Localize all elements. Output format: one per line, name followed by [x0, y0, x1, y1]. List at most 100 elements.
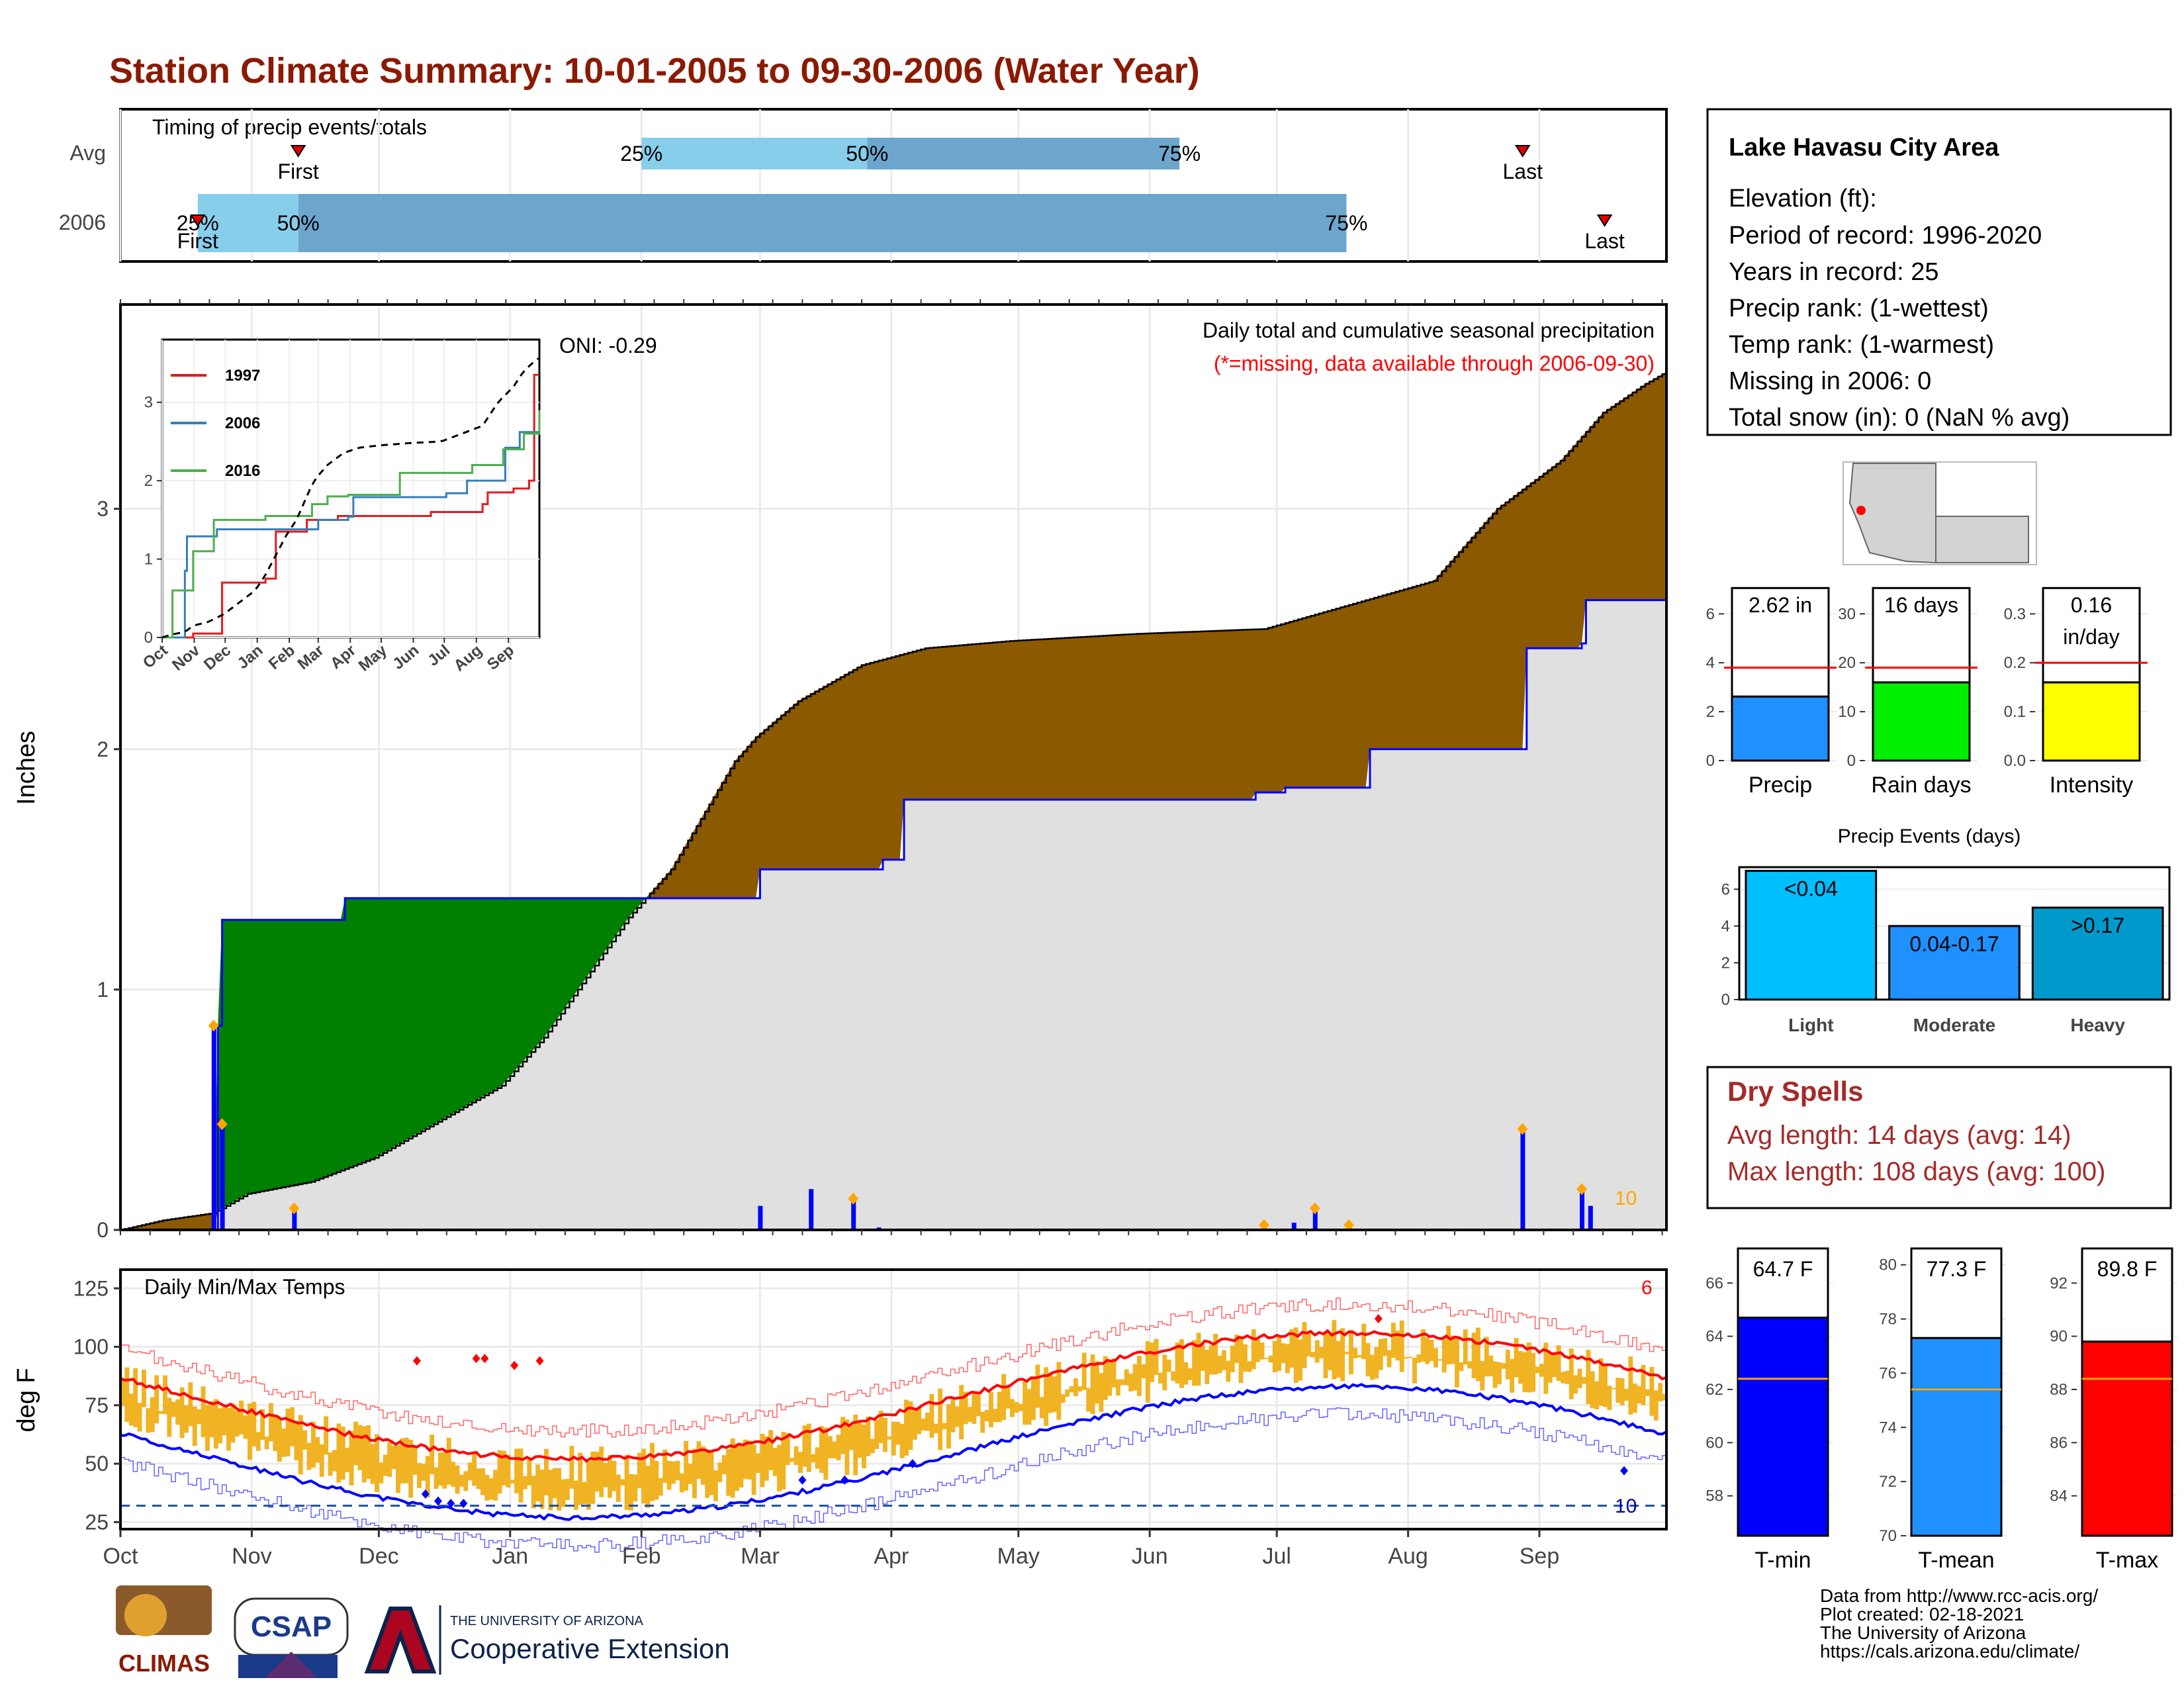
daily-temp-range-bar [1234, 1335, 1240, 1364]
climas-logo-text: CLIMAS [118, 1650, 210, 1677]
daily-temp-range-bar [315, 1437, 320, 1463]
daily-temp-range-bar [1328, 1334, 1332, 1370]
daily-temp-range-bar [467, 1462, 473, 1481]
daily-temp-range-bar [302, 1430, 308, 1450]
timing-row-2006-label: 2006 [59, 211, 106, 234]
events-bar [2031, 906, 2164, 1001]
ua-logo-small-text: THE UNIVERSITY OF ARIZONA [450, 1614, 644, 1628]
daily-temp-range-bar [1603, 1366, 1608, 1407]
temp-bar-value-bar [1737, 1317, 1829, 1537]
average-cumulative-line [120, 371, 1668, 1231]
daily-temp-range-bar [1387, 1350, 1392, 1368]
daily-temp-range-bar [578, 1452, 583, 1505]
daily-temp-range-bar [662, 1449, 668, 1483]
daily-temp-range-bar [1467, 1361, 1473, 1369]
daily-temp-range-bar [184, 1405, 189, 1433]
daily-temp-range-bar [1408, 1356, 1413, 1358]
daily-temp-range-bar [269, 1403, 273, 1442]
daily-temp-range-bar [747, 1440, 752, 1480]
daily-temp-range-bar [158, 1411, 163, 1414]
daily-temp-range-bar [819, 1426, 824, 1473]
daily-temp-range-bar [306, 1442, 312, 1470]
daily-temp-range-bar [933, 1423, 938, 1434]
daily-temp-range-bar [1243, 1344, 1248, 1372]
precip-event-marker [216, 1118, 228, 1131]
daily-temp-range-bar [1031, 1377, 1036, 1420]
daily-temp-range-bar [870, 1438, 875, 1454]
temps-y-tick: 25 [85, 1510, 109, 1534]
daily-temp-range-bar [400, 1438, 405, 1484]
daily-temp-range-bar [751, 1444, 756, 1495]
dry-spells-box: Dry Spells Avg length: 14 days (avg: 14)… [1706, 1066, 2172, 1209]
daily-temp-range-bar [713, 1470, 718, 1501]
daily-temp-range-bar [1259, 1342, 1265, 1360]
daily-precip-bar [292, 1208, 297, 1230]
temp-bar-y-tick: 90 [2050, 1328, 2068, 1346]
temp-bar-y-tick: 78 [1879, 1311, 1897, 1329]
daily-temp-range-bar [548, 1470, 553, 1511]
mini-bar-value-unit: in/day [2063, 625, 2119, 649]
record-low-marker [908, 1459, 917, 1469]
daily-temp-range-bar [717, 1462, 723, 1483]
precip-y-tick: 0 [97, 1218, 109, 1242]
daily-temp-range-bar [557, 1468, 562, 1511]
daily-temp-range-bar [366, 1425, 371, 1479]
daily-temp-range-bar [603, 1463, 608, 1487]
daily-temp-range-bar [1302, 1322, 1307, 1368]
daily-temp-range-bar [1480, 1361, 1485, 1391]
daily-precip-bar [1580, 1189, 1584, 1230]
daily-temp-range-bar [823, 1427, 829, 1480]
daily-temp-range-bar [1293, 1327, 1298, 1383]
daily-temp-range-bar [1060, 1394, 1066, 1403]
temperature-summary-bars: 58 60 62 64 66 64.7 F T-min 70 72 74 76 78 80 77.3 F T… [1706, 1247, 2177, 1573]
events-category-label: Light [1788, 1015, 1833, 1035]
record-low-marker [447, 1499, 455, 1509]
events-category-label: Heavy [2070, 1015, 2125, 1035]
daily-temp-range-bar [137, 1403, 142, 1432]
daily-temp-range-bar [205, 1405, 210, 1451]
daily-temp-range-bar [1645, 1389, 1650, 1396]
daily-temp-range-bar [1569, 1348, 1574, 1399]
footer-source: Data from http://www.rcc-acis.org/ [1820, 1585, 2098, 1606]
record-high-line [120, 1297, 1666, 1438]
temp-bar-y-tick: 86 [2050, 1434, 2068, 1452]
daily-temp-range-bar [1412, 1358, 1417, 1383]
daily-temp-range-bar [1111, 1358, 1116, 1388]
daily-temp-range-bar [857, 1423, 862, 1458]
daily-temp-range-bar [1230, 1345, 1235, 1372]
inset-average-line [161, 357, 539, 639]
daily-temp-range-bar [590, 1451, 596, 1504]
mini-bar-y-tick: 0.1 [2004, 703, 2026, 721]
daily-temp-range-bar [120, 1378, 125, 1407]
mini-bar-y-tick: 0.3 [2004, 605, 2026, 623]
station-line-missing: Missing in 2006: 0 [1729, 367, 1931, 395]
daily-temp-range-bar [1518, 1350, 1523, 1384]
mini-bar-category-label: Precip [1749, 773, 1812, 798]
daily-temp-range-bar [1484, 1336, 1489, 1377]
precip-event-marker [1343, 1219, 1354, 1231]
daily-temp-range-bar [599, 1446, 604, 1497]
daily-temp-range-bar [277, 1417, 282, 1462]
daily-temp-range-bar [446, 1437, 451, 1485]
daily-temp-range-bar [721, 1455, 727, 1475]
daily-temp-range-bar [480, 1468, 485, 1495]
daily-temp-range-bar [1162, 1354, 1167, 1391]
mini-bar-y-tick: 0 [1847, 752, 1856, 770]
station-line-period: Period of record: 1996-2020 [1729, 222, 2042, 250]
daily-temp-range-bar [1653, 1390, 1659, 1421]
timing-marker-label: Last [1503, 160, 1543, 183]
daily-temp-range-bar [518, 1448, 523, 1503]
daily-temp-range-bar [201, 1386, 206, 1438]
precip-y-tick: 1 [97, 978, 109, 1002]
precip-event-marker [848, 1192, 859, 1205]
daily-temp-range-bar [1183, 1362, 1189, 1385]
daily-temp-range-bar [696, 1441, 702, 1479]
daily-temp-range-bar [230, 1403, 236, 1443]
daily-temp-range-bar [853, 1414, 858, 1476]
daily-temp-range-bar [1081, 1352, 1087, 1390]
timing-event-marker [290, 145, 306, 158]
daily-temp-range-bar [1344, 1352, 1349, 1354]
daily-temp-range-bar [171, 1401, 176, 1417]
month-tick-label: Mar [741, 1544, 780, 1569]
